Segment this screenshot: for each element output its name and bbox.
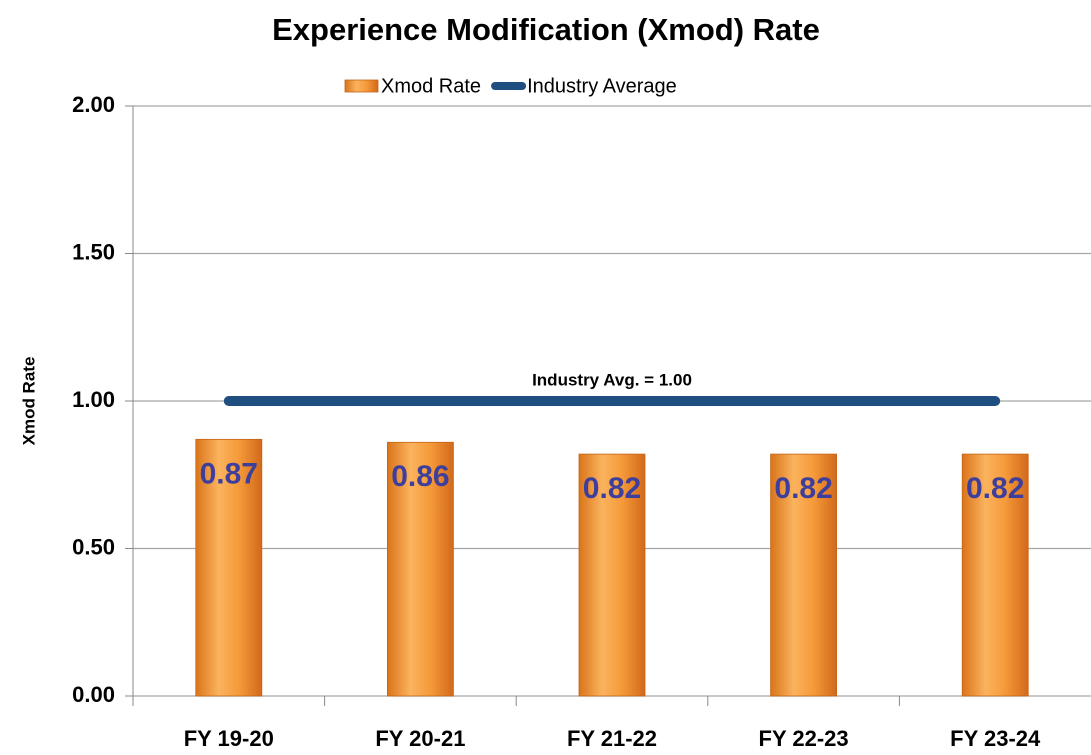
x-tick-label: FY 20-21	[375, 726, 465, 751]
bar	[386, 441, 454, 697]
legend-label: Industry Average	[527, 75, 677, 97]
x-tick-label: FY 21-22	[567, 726, 657, 751]
data-label: 0.82	[966, 472, 1024, 505]
legend-swatch	[344, 79, 379, 93]
y-tick-label: 0.00	[72, 682, 115, 707]
data-label: 0.86	[391, 460, 449, 493]
legend-label: Xmod Rate	[381, 75, 481, 97]
bar	[195, 438, 263, 697]
chart-title: Experience Modification (Xmod) Rate	[272, 12, 820, 47]
x-tick-label: FY 23-24	[950, 726, 1041, 751]
data-label: 0.82	[583, 472, 641, 505]
bar	[770, 453, 837, 697]
data-label: 0.87	[200, 457, 258, 490]
y-tick-label: 1.50	[72, 239, 115, 264]
bar	[578, 453, 646, 697]
x-tick-label: FY 19-20	[184, 726, 274, 751]
y-axis-label: Xmod Rate	[19, 357, 38, 446]
x-tick-label: FY 22-23	[759, 726, 849, 751]
bar	[961, 453, 1029, 697]
y-tick-label: 1.00	[72, 387, 115, 412]
y-tick-label: 0.50	[72, 534, 115, 559]
y-tick-label: 2.00	[72, 92, 115, 117]
data-label: 0.82	[774, 472, 832, 505]
annotation: Industry Avg. = 1.00	[532, 370, 692, 389]
